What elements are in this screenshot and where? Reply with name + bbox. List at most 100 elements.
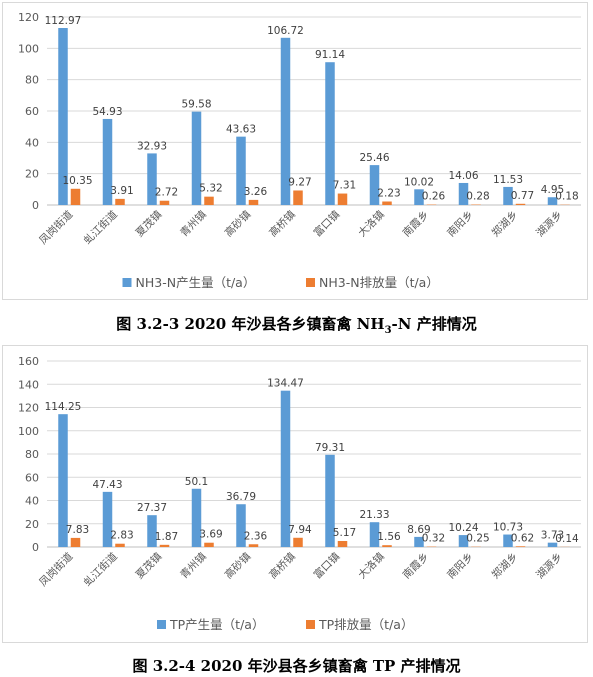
y-tick-label: 20 — [25, 168, 39, 181]
x-tick-label: 郑湖乡 — [489, 550, 520, 581]
data-label-produced: 25.46 — [359, 152, 389, 164]
x-tick-label: 湖源乡 — [533, 550, 564, 581]
data-label-emitted: 2.36 — [244, 530, 268, 542]
x-tick-label: 南阳乡 — [444, 550, 475, 581]
data-label-emitted: 0.77 — [511, 190, 534, 202]
data-label-emitted: 9.27 — [288, 176, 311, 188]
x-tick-label: 南霞乡 — [400, 208, 431, 239]
nh3n-bar-chart: 0 20 40 60 80 100 120 112.97 10.35 凤岗街道 54.93 3.91 虬… — [18, 11, 581, 290]
data-label-produced: 10.02 — [404, 176, 434, 188]
y-tick-label: 80 — [25, 448, 39, 461]
bar-produced — [458, 182, 469, 205]
data-label-emitted: 3.91 — [110, 185, 133, 197]
x-tick-label: 高桥镇 — [266, 208, 298, 240]
data-label-emitted: 1.87 — [155, 531, 178, 543]
data-label-emitted: 0.14 — [555, 533, 579, 545]
x-tick-label: 大洛镇 — [355, 208, 387, 240]
data-label-produced: 32.93 — [137, 140, 167, 152]
x-tick-label: 夏茂镇 — [133, 208, 165, 240]
bar-produced — [191, 111, 202, 205]
data-label-emitted: 0.18 — [555, 191, 578, 203]
data-label-produced: 10.24 — [448, 522, 478, 534]
caption-prefix: 图 3.2-3 2020 年沙县各乡镇畜禽 NH — [116, 315, 385, 333]
data-label-emitted: 5.17 — [333, 527, 356, 539]
x-tick-label: 夏茂镇 — [133, 550, 165, 582]
bar-produced — [547, 197, 558, 205]
data-label-emitted: 7.83 — [66, 524, 89, 536]
bar-produced — [547, 542, 558, 547]
x-tick-label: 青州镇 — [177, 550, 209, 582]
y-tick-label: 100 — [18, 425, 39, 438]
y-tick-label: 80 — [25, 74, 39, 87]
bar-produced — [280, 390, 291, 547]
x-tick-label: 南阳乡 — [444, 208, 475, 239]
y-tick-label: 100 — [18, 42, 39, 55]
y-tick-label: 120 — [18, 402, 39, 415]
data-label-emitted: 7.94 — [288, 524, 312, 536]
data-label-emitted: 1.56 — [377, 531, 401, 543]
x-tick-label: 虬江街道 — [81, 550, 120, 589]
legend-swatch — [157, 620, 166, 629]
bar-emitted — [204, 196, 214, 205]
data-label-produced: 134.47 — [267, 378, 304, 390]
data-label-emitted: 0.26 — [422, 191, 446, 203]
data-label-produced: 50.1 — [185, 476, 208, 488]
data-label-emitted: 0.28 — [466, 191, 489, 203]
legend-label: TP排放量（t/a） — [318, 617, 413, 632]
data-label-produced: 43.63 — [226, 124, 256, 136]
bar-emitted — [159, 544, 170, 547]
bar-emitted — [382, 545, 392, 547]
bar-emitted — [248, 544, 259, 547]
bar-produced — [325, 62, 335, 205]
bar-produced — [191, 488, 202, 547]
bar-produced — [414, 536, 424, 547]
caption-suffix: -N 产排情况 — [391, 315, 477, 333]
legend-label: NH3-N排放量（t/a） — [319, 275, 439, 290]
chart-panel-tp: 0 20 40 60 80 100 120 140 160 114.25 7.83 凤岗街道 47.43… — [2, 345, 588, 643]
bar-emitted — [382, 201, 392, 205]
data-label-produced: 11.53 — [493, 174, 523, 186]
data-label-emitted: 5.32 — [199, 183, 222, 195]
bar-produced — [236, 504, 246, 547]
data-label-produced: 27.37 — [137, 502, 167, 514]
bar-produced — [102, 491, 113, 547]
data-label-produced: 4.95 — [541, 184, 564, 196]
data-label-produced: 54.93 — [92, 106, 122, 118]
bar-emitted — [293, 190, 303, 205]
bar-produced — [147, 153, 157, 205]
bar-emitted — [70, 537, 81, 547]
y-tick-label: 20 — [25, 518, 39, 531]
x-tick-label: 郑湖乡 — [489, 208, 520, 239]
x-tick-label: 富口镇 — [311, 208, 343, 240]
data-label-emitted: 7.31 — [333, 180, 356, 192]
bar-produced — [458, 535, 469, 547]
data-label-emitted: 3.26 — [244, 186, 268, 198]
bar-emitted — [70, 188, 81, 205]
bar-produced — [58, 28, 68, 205]
bar-emitted — [337, 193, 348, 205]
x-tick-label: 高桥镇 — [266, 550, 298, 582]
y-tick-label: 0 — [32, 199, 39, 212]
y-tick-label: 120 — [18, 11, 39, 24]
data-label-produced: 79.31 — [315, 442, 345, 454]
data-label-produced: 91.14 — [315, 49, 345, 61]
data-label-produced: 36.79 — [226, 491, 256, 503]
bar-produced — [414, 189, 424, 205]
chart-panel-nh3n: 0 20 40 60 80 100 120 112.97 10.35 凤岗街道 54.93 3.91 虬… — [2, 2, 588, 300]
bar-emitted — [115, 543, 125, 547]
y-tick-label: 0 — [32, 541, 39, 554]
x-tick-label: 南霞乡 — [400, 550, 431, 581]
bar-produced — [503, 186, 513, 205]
bar-emitted — [515, 546, 526, 547]
data-label-produced: 14.06 — [448, 170, 478, 182]
x-tick-label: 凤岗街道 — [36, 208, 75, 247]
caption-subscript: 3 — [384, 325, 392, 336]
x-tick-label: 凤岗街道 — [36, 550, 75, 589]
x-tick-label: 富口镇 — [311, 550, 343, 582]
data-label-produced: 8.69 — [407, 524, 430, 536]
data-label-produced: 106.72 — [267, 25, 304, 37]
x-tick-label: 湖源乡 — [533, 208, 564, 239]
bar-produced — [503, 534, 513, 547]
bar-emitted — [159, 200, 170, 205]
data-label-emitted: 0.62 — [511, 532, 534, 544]
